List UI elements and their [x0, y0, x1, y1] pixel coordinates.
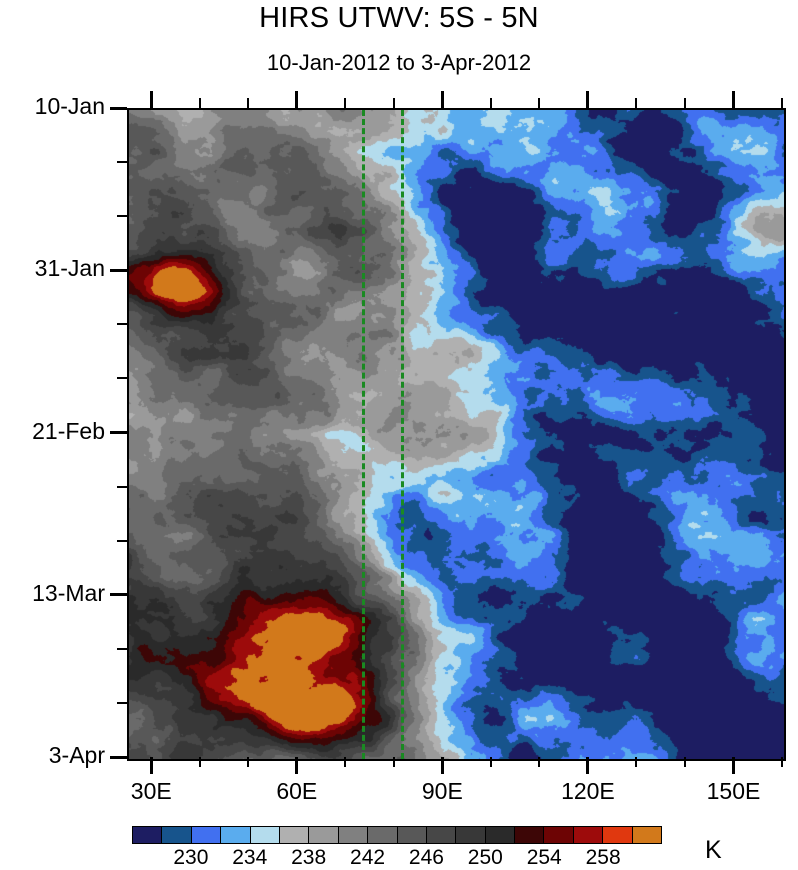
x-tick-minor — [683, 98, 686, 108]
colorbar-unit-label: K — [705, 836, 722, 864]
x-tick-major — [586, 91, 590, 108]
colorbar-swatch — [338, 827, 369, 843]
x-axis-tick-label: 90E — [421, 778, 463, 804]
y-tick-major — [110, 755, 127, 759]
x-tick-minor — [683, 757, 686, 767]
y-tick-major — [110, 268, 127, 272]
y-tick-minor — [117, 161, 127, 164]
colorbar-swatch — [191, 827, 222, 843]
colorbar-tick-label: 242 — [350, 846, 386, 869]
x-tick-major — [295, 757, 299, 774]
x-tick-major — [731, 757, 735, 774]
x-tick-minor — [538, 757, 541, 767]
x-tick-minor — [344, 98, 347, 108]
x-tick-major — [440, 91, 444, 108]
x-tick-major — [440, 757, 444, 774]
colorbar-tick-label: 230 — [173, 846, 209, 869]
x-tick-minor — [781, 757, 783, 767]
x-tick-minor — [344, 757, 347, 767]
x-tick-minor — [489, 757, 492, 767]
colorbar-tick-label: 238 — [291, 846, 327, 869]
x-tick-minor — [198, 757, 201, 767]
hovmoller-plot-area — [127, 108, 786, 761]
y-tick-major — [110, 431, 127, 434]
x-tick-minor — [392, 98, 395, 108]
colorbar-swatch — [544, 827, 574, 843]
x-axis-tick-label: 150E — [706, 778, 761, 804]
x-tick-minor — [489, 98, 492, 108]
y-tick-minor — [117, 377, 127, 380]
colorbar-tick-label: 250 — [467, 846, 503, 869]
colorbar-tick-label: 234 — [232, 846, 268, 869]
y-axis-tick-label: 13-Mar — [32, 579, 105, 606]
colorbar-swatch — [162, 827, 192, 843]
y-axis-tick-label: 31-Jan — [34, 255, 105, 282]
y-tick-minor — [117, 701, 127, 704]
x-tick-minor — [635, 757, 638, 767]
colorbar-swatch — [250, 827, 280, 843]
colorbar-swatch — [368, 827, 398, 843]
colorbar-swatch — [632, 827, 662, 843]
x-tick-minor — [781, 98, 783, 108]
y-axis-tick-label: 3-Apr — [48, 742, 105, 768]
y-axis-tick-label: 10-Jan — [34, 93, 105, 119]
y-tick-minor — [117, 647, 127, 650]
contour-field — [129, 110, 784, 759]
y-tick-major — [110, 593, 127, 597]
reference-line-1 — [361, 110, 365, 759]
x-tick-major — [295, 91, 299, 108]
x-tick-minor — [538, 98, 541, 108]
y-tick-minor — [117, 485, 127, 488]
colorbar-swatch — [279, 827, 310, 843]
x-tick-major — [149, 91, 153, 108]
colorbar-tick-label: 246 — [408, 846, 444, 869]
colorbar — [132, 826, 662, 844]
x-tick-minor — [392, 757, 395, 767]
y-tick-major — [110, 106, 127, 110]
x-tick-major — [149, 757, 153, 774]
colorbar-swatch — [397, 827, 427, 843]
x-tick-minor — [198, 98, 201, 108]
y-tick-minor — [117, 539, 127, 542]
x-tick-minor — [247, 757, 250, 767]
page-title: HIRS UTWV: 5S - 5N — [259, 2, 539, 34]
reference-line-2 — [400, 110, 404, 759]
colorbar-swatch — [221, 827, 251, 843]
y-tick-minor — [117, 215, 127, 218]
colorbar-swatch — [603, 827, 633, 843]
colorbar-swatch — [573, 827, 604, 843]
x-axis-tick-label: 30E — [130, 778, 172, 804]
x-tick-minor — [247, 98, 250, 108]
colorbar-tick-label: 258 — [585, 846, 621, 869]
x-tick-major — [586, 757, 590, 774]
colorbar-tick-label: 254 — [526, 846, 562, 869]
colorbar-swatch — [456, 827, 486, 843]
x-axis-tick-label: 120E — [561, 778, 615, 804]
x-tick-minor — [635, 98, 638, 108]
subtitle: 10-Jan-2012 to 3-Apr-2012 — [266, 50, 532, 75]
y-axis-tick-label: 21-Feb — [32, 417, 105, 444]
colorbar-swatch — [309, 827, 339, 843]
x-tick-major — [731, 91, 735, 108]
colorbar-swatch — [515, 827, 545, 843]
colorbar-swatch — [426, 827, 457, 843]
y-tick-minor — [117, 323, 127, 326]
x-axis-tick-label: 60E — [276, 778, 318, 804]
colorbar-swatch — [133, 827, 163, 843]
colorbar-swatch — [485, 827, 516, 843]
